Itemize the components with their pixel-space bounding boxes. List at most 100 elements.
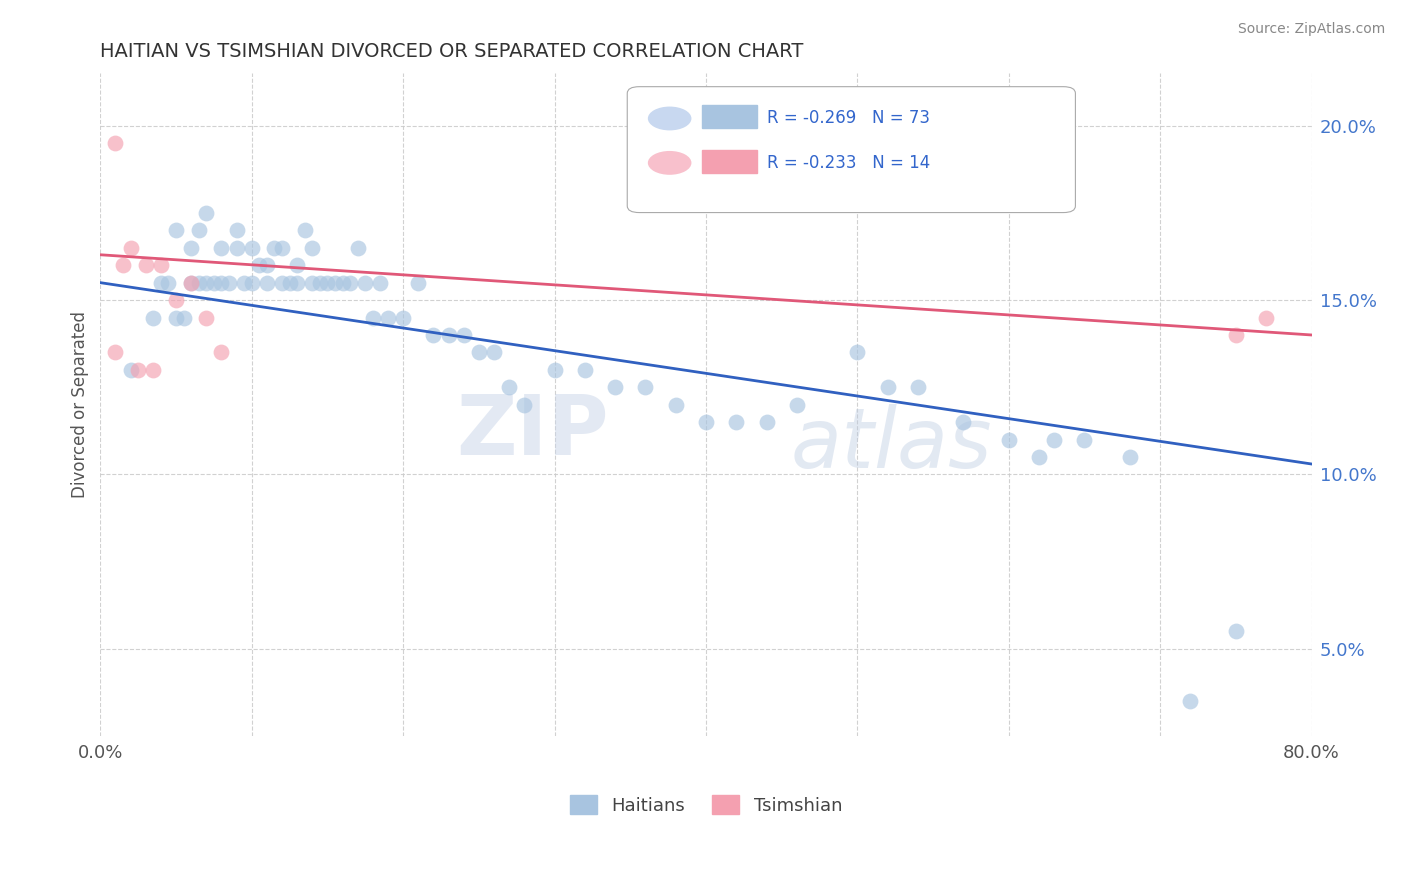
Point	[468, 345, 491, 359]
Point	[218, 276, 240, 290]
Point	[135, 258, 157, 272]
Point	[907, 380, 929, 394]
Point	[695, 415, 717, 429]
Bar	[703, 150, 756, 173]
Point	[408, 276, 430, 290]
Point	[1180, 694, 1202, 708]
Point	[346, 241, 368, 255]
Text: Source: ZipAtlas.com: Source: ZipAtlas.com	[1237, 22, 1385, 37]
Point	[422, 328, 444, 343]
Text: atlas: atlas	[790, 404, 993, 485]
Text: R = -0.269   N = 73: R = -0.269 N = 73	[766, 110, 929, 128]
Point	[104, 136, 127, 151]
Point	[323, 276, 346, 290]
Legend: Haitians, Tsimshian: Haitians, Tsimshian	[562, 789, 849, 822]
Point	[952, 415, 974, 429]
Point	[377, 310, 399, 325]
Point	[665, 398, 688, 412]
Point	[1256, 310, 1278, 325]
Point	[180, 241, 202, 255]
Point	[233, 276, 256, 290]
Point	[354, 276, 377, 290]
Point	[202, 276, 225, 290]
Point	[180, 276, 202, 290]
Point	[173, 310, 195, 325]
Point	[876, 380, 898, 394]
Point	[482, 345, 505, 359]
Point	[1225, 328, 1247, 343]
Point	[225, 223, 247, 237]
Point	[211, 345, 233, 359]
Point	[256, 258, 278, 272]
Point	[1043, 433, 1066, 447]
Point	[271, 276, 294, 290]
Point	[513, 398, 536, 412]
Point	[120, 363, 142, 377]
Point	[316, 276, 339, 290]
Y-axis label: Divorced or Separated: Divorced or Separated	[72, 311, 89, 499]
Point	[1028, 450, 1050, 464]
Point	[211, 241, 233, 255]
Point	[846, 345, 869, 359]
Text: HAITIAN VS TSIMSHIAN DIVORCED OR SEPARATED CORRELATION CHART: HAITIAN VS TSIMSHIAN DIVORCED OR SEPARAT…	[100, 42, 804, 61]
Point	[240, 241, 263, 255]
Point	[574, 363, 596, 377]
Point	[157, 276, 180, 290]
Text: ZIP: ZIP	[457, 391, 609, 472]
Point	[187, 276, 209, 290]
Point	[309, 276, 332, 290]
Point	[339, 276, 361, 290]
Point	[240, 276, 263, 290]
Point	[605, 380, 627, 394]
Point	[256, 276, 278, 290]
FancyBboxPatch shape	[627, 87, 1076, 212]
Point	[247, 258, 270, 272]
Point	[195, 310, 218, 325]
Text: R = -0.233   N = 14: R = -0.233 N = 14	[766, 154, 929, 172]
Bar	[703, 104, 756, 128]
Point	[149, 276, 172, 290]
Point	[104, 345, 127, 359]
Point	[127, 363, 149, 377]
Point	[634, 380, 657, 394]
Point	[112, 258, 135, 272]
Point	[392, 310, 415, 325]
Circle shape	[648, 106, 692, 130]
Point	[1225, 624, 1247, 639]
Point	[285, 258, 308, 272]
Point	[498, 380, 520, 394]
Point	[543, 363, 565, 377]
Point	[142, 310, 165, 325]
Point	[301, 276, 323, 290]
Point	[1119, 450, 1142, 464]
Point	[165, 223, 187, 237]
Point	[285, 276, 308, 290]
Point	[278, 276, 301, 290]
Point	[165, 310, 187, 325]
Point	[997, 433, 1019, 447]
Point	[437, 328, 460, 343]
Point	[120, 241, 142, 255]
Point	[225, 241, 247, 255]
Point	[294, 223, 316, 237]
Point	[755, 415, 778, 429]
Point	[725, 415, 748, 429]
Point	[195, 276, 218, 290]
Point	[1073, 433, 1095, 447]
Point	[263, 241, 285, 255]
Point	[786, 398, 808, 412]
Point	[195, 206, 218, 220]
Point	[361, 310, 384, 325]
Circle shape	[648, 151, 692, 175]
Point	[187, 223, 209, 237]
Point	[180, 276, 202, 290]
Point	[142, 363, 165, 377]
Point	[211, 276, 233, 290]
Point	[332, 276, 354, 290]
Point	[370, 276, 392, 290]
Point	[149, 258, 172, 272]
Point	[271, 241, 294, 255]
Point	[453, 328, 475, 343]
Point	[165, 293, 187, 307]
Point	[301, 241, 323, 255]
